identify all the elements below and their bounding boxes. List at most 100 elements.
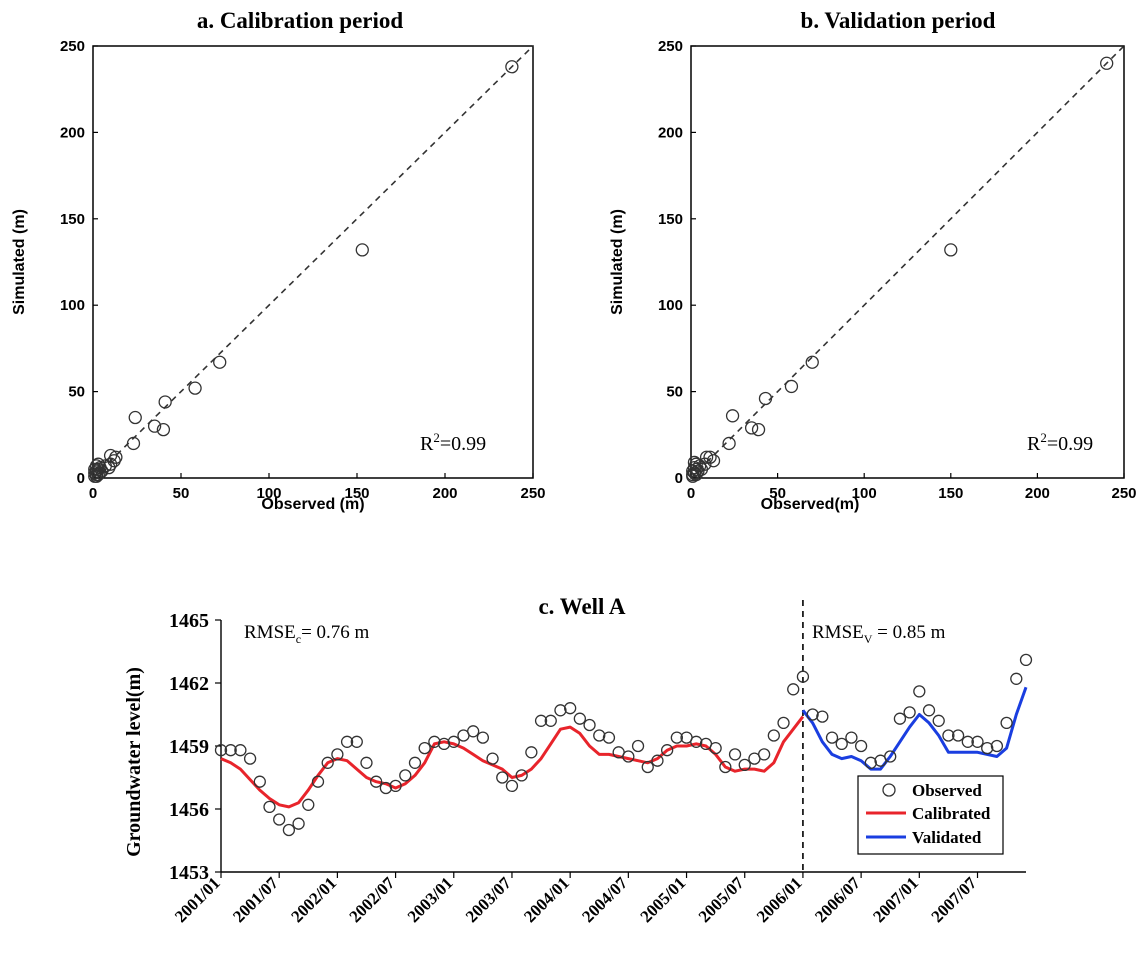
observed-point [360,756,373,769]
observed-point [554,704,567,717]
observed-point [777,716,790,730]
scatter-point [505,60,519,74]
scatter-point [126,436,141,451]
observed-point [263,800,276,814]
y-tick-label: 0 [675,470,683,487]
y-tick-label: 100 [60,297,85,314]
panel-c-title: c. Well A [538,594,625,619]
observed-point [253,775,266,788]
observed-point [845,731,858,744]
observed-point [350,735,363,748]
observed-point [757,748,771,761]
legend-validated-label: Validated [912,828,982,847]
y-tick-label: 150 [658,211,683,228]
observed-point [311,775,325,788]
x-tick-label: 2002/01 [287,873,340,926]
observed-series-points [214,653,1033,837]
observed-point [273,813,286,826]
scatter-point [213,355,227,369]
x-tick-label: 50 [173,485,190,502]
x-tick-label: 250 [1111,485,1136,502]
y-tick-label: 50 [68,384,85,401]
observed-point [505,779,519,793]
observed-point [1019,653,1033,667]
x-tick-label: 2005/07 [695,873,748,926]
observed-point [787,683,800,696]
observed-point [593,729,606,742]
y-tick-label: 50 [666,384,683,401]
scatter-point [88,466,102,480]
panel-b-y-label: Simulated (m) [609,209,626,315]
observed-point [302,798,315,811]
observed-point [622,750,635,763]
scatter-point [128,410,142,425]
observed-point [379,781,393,795]
legend-calibrated-label: Calibrated [912,804,991,823]
y-tick-label: 100 [658,297,683,314]
scatter-point [744,421,759,435]
observed-point [903,706,916,719]
observed-point [981,741,994,755]
scatter-point [687,455,702,470]
scatter-point [944,243,958,257]
observed-point [234,744,247,757]
x-tick-label: 2001/07 [229,873,282,926]
y-tick-label: 1459 [169,736,209,758]
observed-point [321,756,334,769]
observed-point [467,725,480,738]
panel-c-legend: Observed Calibrated Validated [857,775,1004,855]
x-tick-label: 2004/01 [520,873,573,926]
panel-b-points [686,56,1114,483]
observed-point [282,823,296,837]
validation-scatter-panel: b. Validation period 0 50 100 150 200 250 0 50 1… [609,8,1137,513]
panel-b-one-to-one-line [690,45,1125,479]
scatter-point [686,464,700,478]
observed-point [370,775,383,788]
x-tick-label: 2002/07 [346,873,399,926]
observed-point [660,744,674,757]
observed-point [932,714,945,727]
observed-point [525,746,538,759]
observed-point [496,771,509,784]
scatter-point [751,422,766,437]
scatter-point [686,469,700,483]
observed-point [971,735,984,748]
observed-point [544,714,557,727]
x-tick-label: 2006/01 [753,873,806,926]
observed-point [835,737,848,751]
observed-point [951,729,965,742]
observed-point [913,685,926,698]
observed-point [340,735,354,748]
observed-point [854,739,868,753]
observed-point [418,741,431,755]
panel-a-title: a. Calibration period [197,8,404,33]
scatter-point [188,381,202,395]
observed-point [670,731,683,744]
panel-b-axes: 0 50 100 150 200 250 0 50 100 150 200 250 [658,38,1137,502]
scatter-point [699,450,714,464]
scatter-point [147,419,162,433]
scatter-point [784,379,799,394]
observed-point [942,729,955,742]
y-tick-label: 0 [77,470,85,487]
x-tick-label: 0 [89,485,97,502]
panel-a-y-label: Simulated (m) [11,209,28,315]
observed-point [719,760,732,774]
x-tick-label: 2003/01 [404,873,457,926]
scatter-point [706,454,721,468]
observed-point [243,752,257,765]
observed-point [1000,716,1013,730]
scatter-point [89,464,104,478]
observed-point [709,741,722,755]
observed-point [399,769,412,782]
scatter-point [88,469,102,483]
observed-point [728,748,742,761]
observed-point [796,670,810,683]
y-tick-label: 200 [658,124,683,141]
calibration-scatter-panel: a. Calibration period 0 50 100 150 200 250 0 50… [11,8,546,513]
x-tick-label: 2003/07 [462,873,515,926]
observed-point [534,714,548,727]
